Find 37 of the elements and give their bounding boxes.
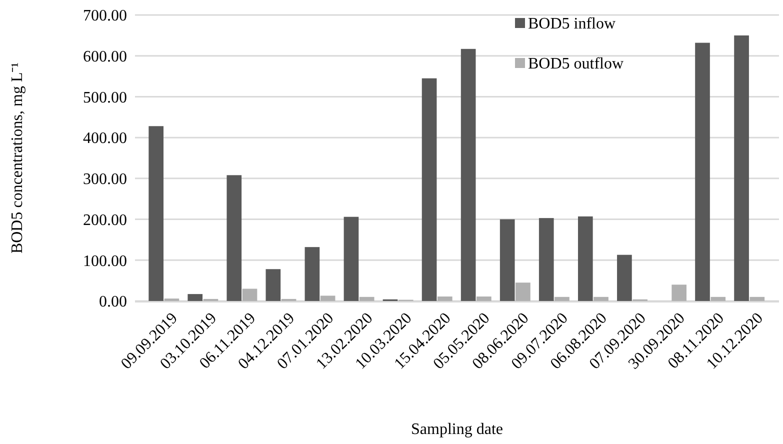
bar [460,48,476,301]
bar [188,294,203,301]
bar [617,254,632,301]
y-tick-label: 200.00 [83,212,127,229]
bar [437,296,452,301]
bar [516,282,530,301]
bar [242,288,258,301]
bar [594,296,608,301]
bar [422,78,437,301]
y-tick-label: 500.00 [83,89,127,106]
legend-label: BOD5 outflow [528,56,624,73]
bar [500,219,515,301]
bar [266,269,281,301]
bar [554,296,570,301]
x-axis-title: Sampling date [411,421,503,438]
bar [344,216,359,301]
bar [695,42,710,301]
bar [734,35,749,301]
y-axis-title: BOD5 concentrations, mg L⁻¹ [9,62,26,254]
bar [750,296,765,301]
legend-label: BOD5 inflow [528,16,616,33]
y-tick-label: 100.00 [83,252,127,270]
y-tick-label: 300.00 [83,171,127,188]
bar [226,175,242,301]
bar [578,216,593,301]
y-tick-label: 600.00 [83,48,127,66]
y-tick-label: 400.00 [83,130,127,148]
bar [476,296,492,301]
y-tick-label: 0.00 [99,294,127,311]
bar [148,126,164,301]
bar [359,296,374,301]
bar [320,296,336,301]
bar [538,218,554,301]
y-tick-label: 700.00 [83,8,127,25]
bar [304,247,320,301]
bar [710,296,726,301]
bar [672,284,686,301]
